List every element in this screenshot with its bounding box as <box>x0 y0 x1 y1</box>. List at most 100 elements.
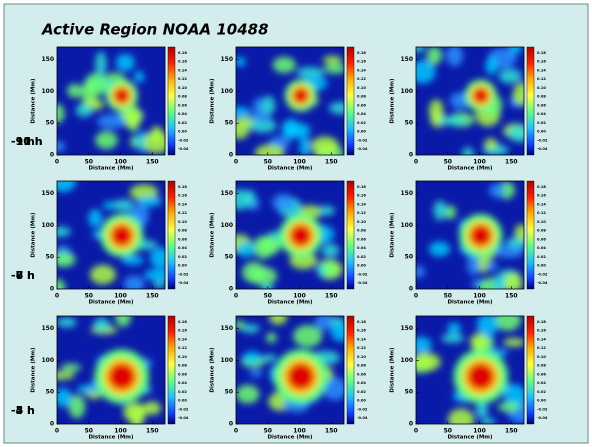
x-tick-label: 0 <box>55 159 59 166</box>
plot-frame <box>56 46 166 156</box>
heatmap-blob <box>494 316 522 331</box>
heatmap-blob <box>129 405 145 424</box>
x-axis-label: Distance (Mm) <box>447 166 493 172</box>
heatmap-blob <box>416 47 426 53</box>
heatmap-blob <box>57 317 77 328</box>
x-axis-label: Distance (Mm) <box>447 300 493 306</box>
x-tick-label: 0 <box>55 428 59 435</box>
heatmap-blob <box>57 140 65 153</box>
x-tick-label: 0 <box>414 428 418 435</box>
heatmap-blob <box>57 387 72 408</box>
heatmap-blob <box>244 189 256 206</box>
heatmap-blob <box>433 200 447 221</box>
colorbar-label: 0.10 <box>357 220 366 224</box>
colorbar-label: 0.06 <box>357 103 366 107</box>
colorbar-label: 0.12 <box>357 211 366 215</box>
heatmap-blob <box>514 224 524 241</box>
heatmap-blob <box>470 333 488 351</box>
x-axis-label: Distance (Mm) <box>88 300 134 306</box>
colorbar-label: 0.10 <box>537 86 546 90</box>
y-tick-label: 0 <box>50 286 54 293</box>
colorbar <box>167 180 176 290</box>
colorbar-label: 0.12 <box>537 346 546 350</box>
time-label: -9 h <box>11 135 35 148</box>
colorbar-label: -0.04 <box>537 416 548 420</box>
heatmap-blob <box>494 245 524 258</box>
heatmap-blobs <box>236 55 344 155</box>
y-tick-label: 0 <box>409 421 413 428</box>
y-axis-label: Distance (Mm) <box>31 212 37 258</box>
heatmap-blob <box>293 324 323 348</box>
heatmap-blob <box>142 401 162 415</box>
x-tick-label: 100 <box>473 293 486 300</box>
plot-frame <box>415 315 525 425</box>
y-tick-label: 50 <box>225 389 233 396</box>
plot-frame <box>235 315 345 425</box>
x-tick-label: 0 <box>55 293 59 300</box>
y-tick-label: 100 <box>220 357 233 364</box>
y-axis-label: Distance (Mm) <box>390 78 396 124</box>
heatmap-blob <box>250 369 263 378</box>
x-tick-label: 100 <box>473 159 486 166</box>
heatmap-blob <box>115 316 132 327</box>
y-axis-label: Distance (Mm) <box>210 347 216 393</box>
colorbar-label: 0.00 <box>178 399 187 403</box>
colorbar-label: 0.02 <box>178 255 187 259</box>
heatmap-blob <box>299 135 310 155</box>
heatmap-blob <box>236 241 255 258</box>
colorbar <box>526 46 535 156</box>
colorbar-label: 0.08 <box>178 95 187 99</box>
plot-frame <box>56 180 166 290</box>
heatmap-blob <box>95 51 107 76</box>
x-tick-label: 100 <box>473 428 486 435</box>
colorbar-label: 0.12 <box>537 77 546 81</box>
heatmap-blob <box>512 82 524 106</box>
heatmap-blob <box>310 136 339 155</box>
x-tick-label: 50 <box>85 428 93 435</box>
y-tick-label: 50 <box>405 254 413 261</box>
y-tick-label: 0 <box>229 421 233 428</box>
colorbar-label: -0.04 <box>178 416 189 420</box>
time-label: -11 h <box>11 135 43 148</box>
core <box>467 363 495 391</box>
y-tick-label: 150 <box>220 56 233 63</box>
colorbar <box>167 46 176 156</box>
plot-frame <box>415 180 525 290</box>
y-tick-label: 0 <box>50 421 54 428</box>
colorbar-label: -0.04 <box>357 281 368 285</box>
heatmap-blob <box>416 60 436 84</box>
heatmap-blob <box>75 103 93 118</box>
colorbar-label: 0.10 <box>357 355 366 359</box>
y-tick-label: 150 <box>41 190 54 197</box>
y-tick-label: 50 <box>405 389 413 396</box>
colorbar-label: 0.04 <box>178 112 187 116</box>
heatmap-blob <box>272 193 295 212</box>
y-tick-label: 100 <box>41 357 54 364</box>
colorbar-label: 0.12 <box>178 211 187 215</box>
colorbar-label: 0.00 <box>537 399 546 403</box>
heatmap-blob <box>318 205 335 216</box>
colorbar-label: -0.04 <box>178 281 189 285</box>
x-tick-label: 0 <box>234 293 238 300</box>
colorbar-label: 0.02 <box>357 390 366 394</box>
colorbar-label: 0.16 <box>178 194 187 198</box>
colorbar-label: 0.04 <box>357 381 366 385</box>
heatmap-blob <box>236 119 250 140</box>
y-tick-label: 50 <box>46 120 54 127</box>
heatmap-blob <box>84 72 109 96</box>
colorbar-label: 0.16 <box>178 60 187 64</box>
colorbar-label: 0.08 <box>537 364 546 368</box>
colorbar-label: 0.10 <box>178 86 187 90</box>
time-label: -8 h <box>11 269 35 282</box>
colorbar-label: 0.18 <box>357 185 366 189</box>
colorbar-label: 0.16 <box>178 329 187 333</box>
y-axis-label: Distance (Mm) <box>31 78 37 124</box>
colorbar-label: 0.18 <box>178 51 187 55</box>
colorbar <box>346 315 355 425</box>
colorbar <box>526 180 535 290</box>
y-tick-label: 150 <box>41 56 54 63</box>
colorbar-label: 0.10 <box>178 220 187 224</box>
heatmap-blob <box>428 241 451 257</box>
heatmap <box>57 316 165 424</box>
colorbar-label: 0.04 <box>537 381 546 385</box>
